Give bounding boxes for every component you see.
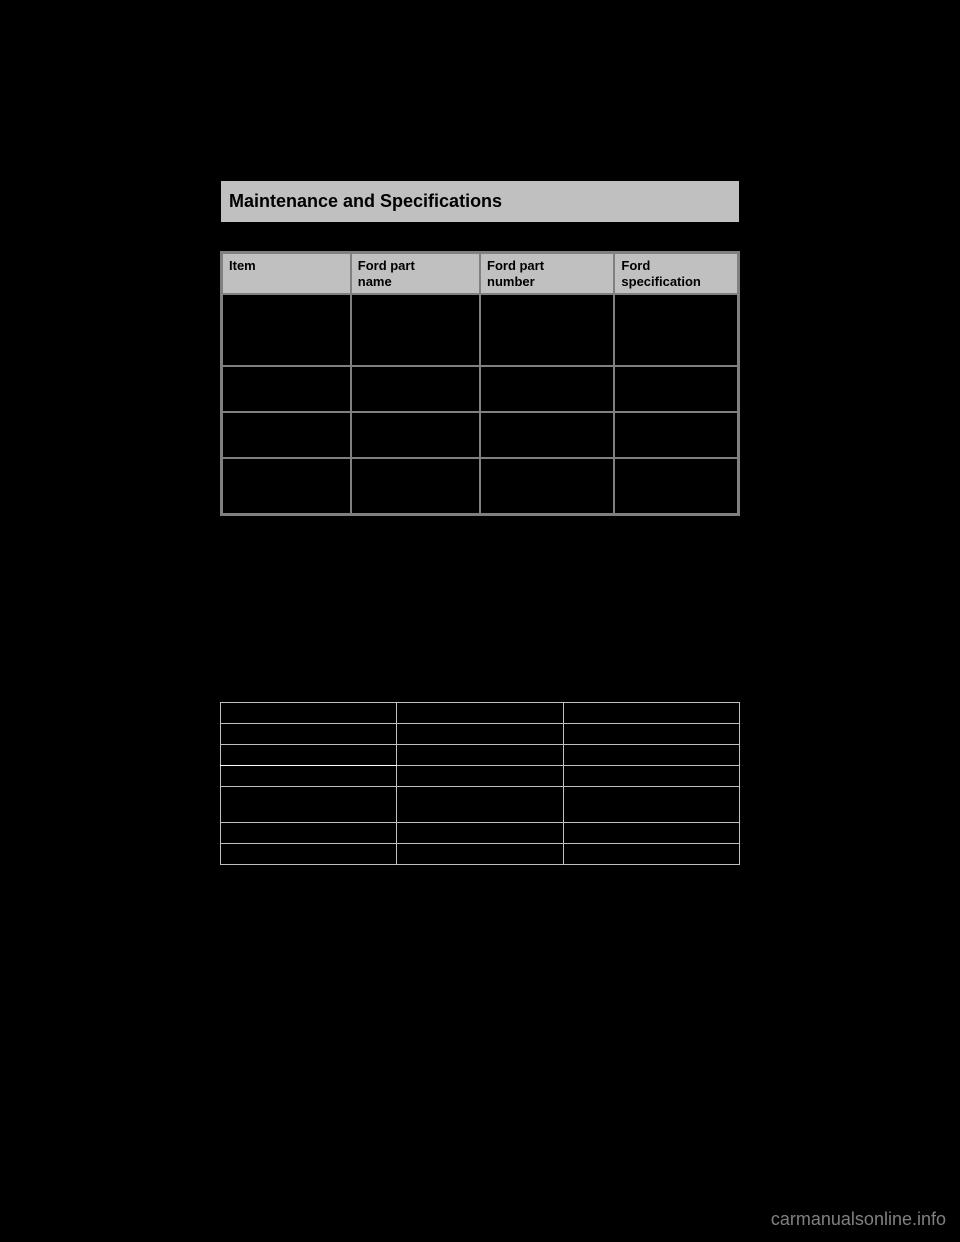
table-cell [222, 366, 351, 412]
secondary-spec-table [220, 702, 740, 865]
table-cell [563, 786, 739, 822]
table-cell [222, 458, 351, 514]
table-row [222, 366, 739, 412]
table-cell [614, 458, 738, 514]
table-cell [351, 412, 480, 458]
table-cell [480, 458, 614, 514]
lubricant-spec-table: Item Ford partname Ford partnumber Fords… [220, 251, 740, 516]
table-cell [221, 843, 397, 864]
table-cell [563, 765, 739, 786]
table-cell [397, 765, 563, 786]
table-cell [397, 702, 563, 723]
table-cell [614, 412, 738, 458]
table-row [222, 294, 739, 366]
table-cell [397, 786, 563, 822]
table-header-specification: Fordspecification [614, 253, 738, 295]
table-row [221, 702, 740, 723]
table-header-item: Item [222, 253, 351, 295]
table-cell [222, 412, 351, 458]
table-cell [222, 294, 351, 366]
table-row [221, 786, 740, 822]
table-cell [351, 366, 480, 412]
table-cell [397, 843, 563, 864]
table-cell [480, 294, 614, 366]
table-cell [614, 366, 738, 412]
table-cell [397, 822, 563, 843]
table-header-part-name: Ford partname [351, 253, 480, 295]
table-row [221, 822, 740, 843]
table-cell [563, 723, 739, 744]
table-row [221, 744, 740, 765]
table-cell [221, 723, 397, 744]
table-cell [397, 723, 563, 744]
table-cell [351, 294, 480, 366]
table-cell [221, 765, 397, 786]
watermark-text: carmanualsonline.info [771, 1209, 946, 1230]
table-cell [614, 294, 738, 366]
table-cell [221, 786, 397, 822]
table-row [222, 412, 739, 458]
table-cell [563, 843, 739, 864]
table-cell [563, 822, 739, 843]
table-cell [221, 702, 397, 723]
table-cell [221, 744, 397, 765]
table-row [221, 765, 740, 786]
table-cell [351, 458, 480, 514]
table-cell [480, 412, 614, 458]
table-cell [397, 744, 563, 765]
table-row [221, 843, 740, 864]
table-cell [221, 822, 397, 843]
table-row [222, 458, 739, 514]
table-header-part-number: Ford partnumber [480, 253, 614, 295]
table-cell [480, 366, 614, 412]
table-cell [563, 702, 739, 723]
section-header-title: Maintenance and Specifications [229, 191, 731, 212]
table-cell [563, 744, 739, 765]
table-row [221, 723, 740, 744]
section-header: Maintenance and Specifications [220, 180, 740, 223]
